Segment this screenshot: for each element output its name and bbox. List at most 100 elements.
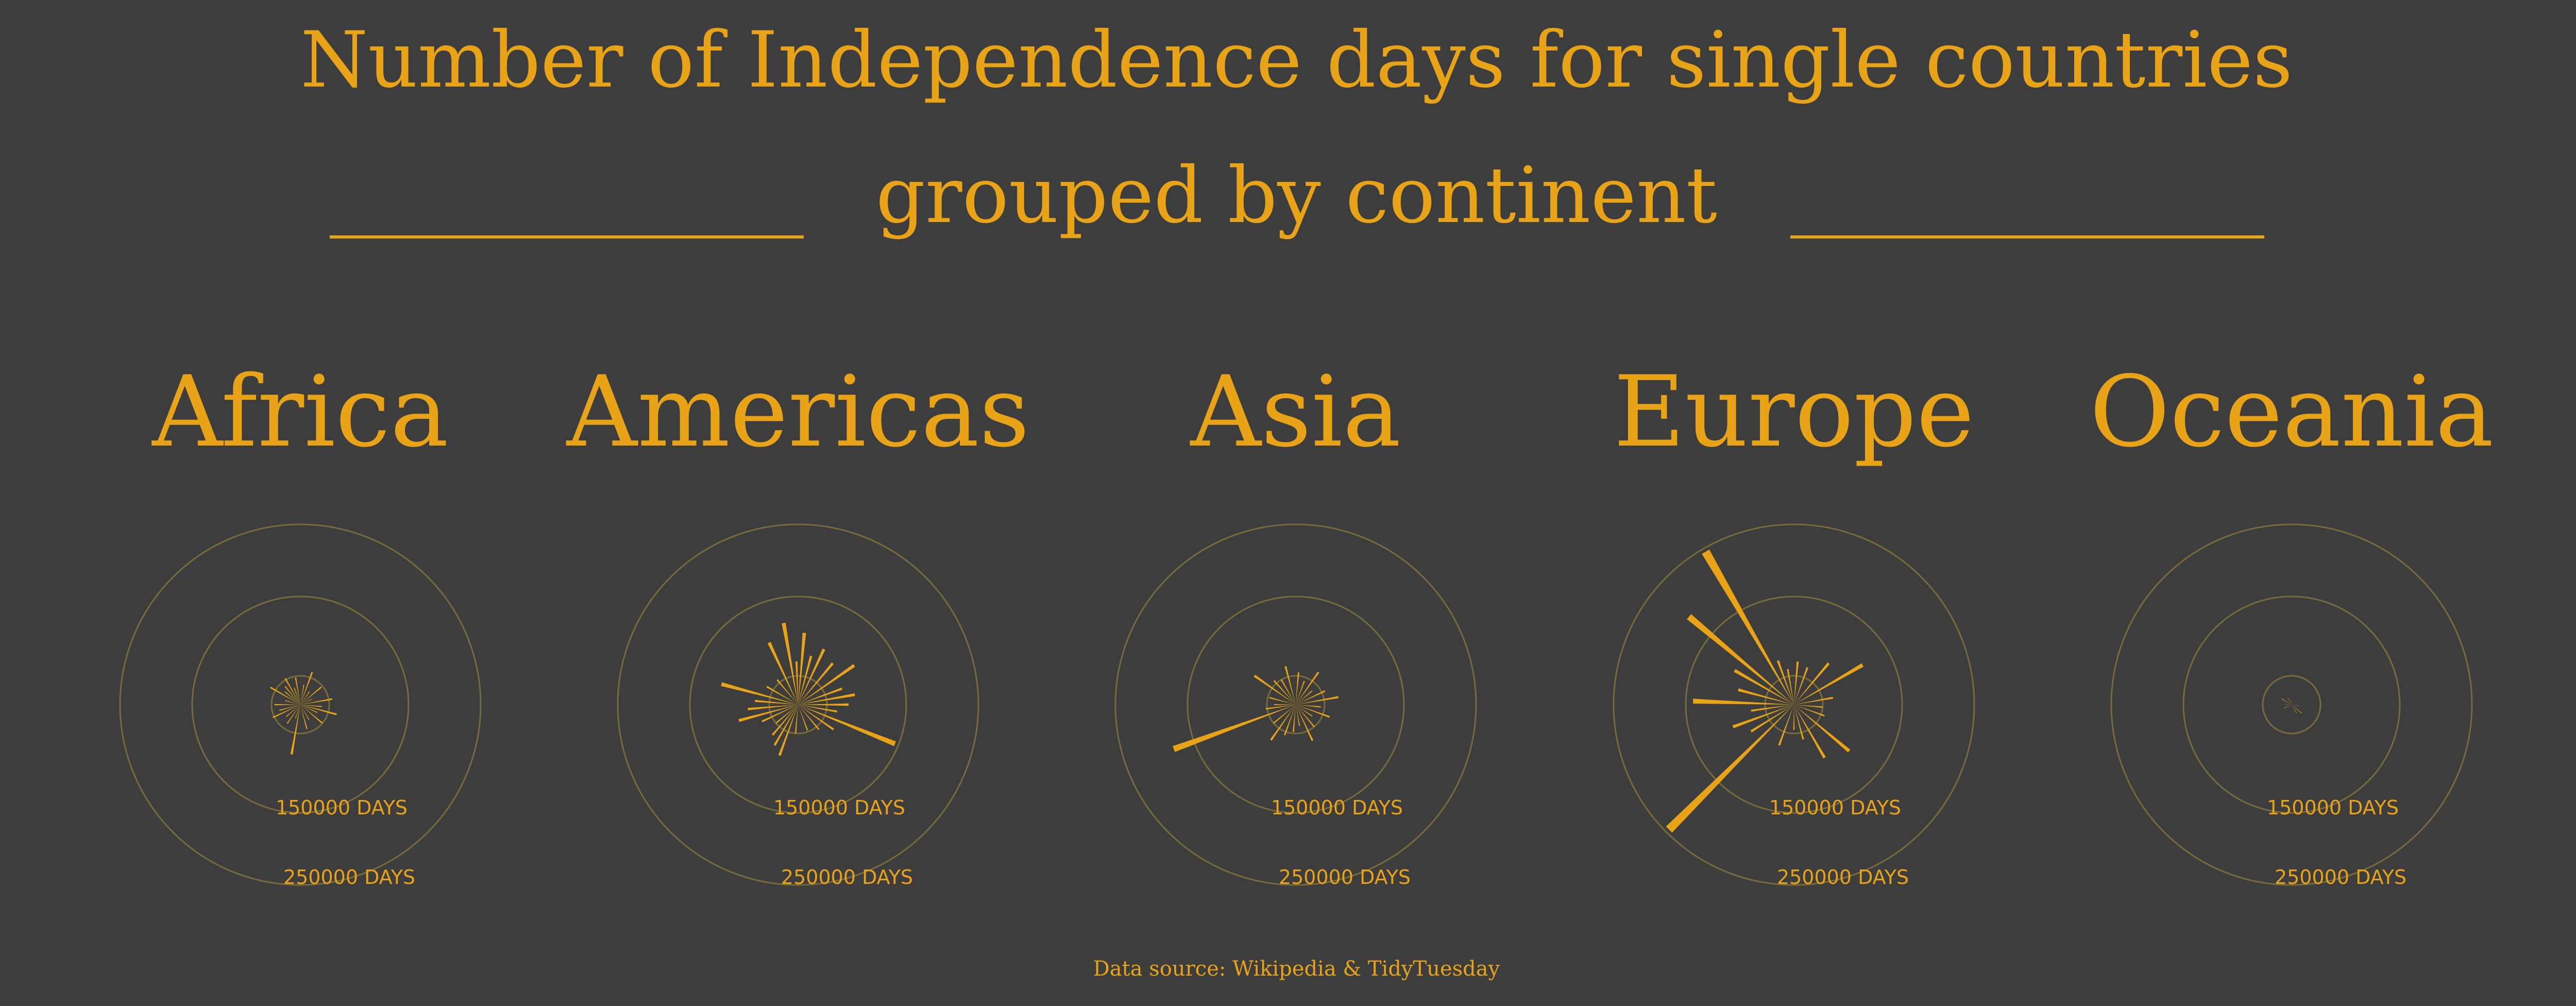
country-bar: [766, 686, 798, 705]
country-bar: [761, 705, 798, 723]
country-bar: [2292, 705, 2302, 713]
ring-label: 150000 DAYS: [773, 796, 905, 819]
ring-250000: [2110, 523, 2473, 886]
country-bar: [300, 685, 304, 705]
country-bar: [1793, 705, 1795, 730]
country-bar: [1296, 696, 1339, 705]
country-bar: [1751, 705, 1794, 712]
country-bar: [284, 678, 300, 705]
country-bar: [1270, 705, 1296, 741]
country-bar: [300, 705, 337, 715]
country-bar: [1794, 662, 1830, 705]
ring-label: 250000 DAYS: [283, 866, 415, 889]
country-bar: [798, 705, 834, 730]
country-bar: [798, 655, 812, 705]
ring-label: 250000 DAYS: [1777, 866, 1909, 889]
ring-150000: [1187, 595, 1405, 814]
country-bar: [767, 642, 798, 705]
country-bar: [1273, 705, 1296, 724]
country-bar: [1296, 705, 1315, 727]
country-bar: [273, 705, 300, 719]
country-bar: [285, 700, 300, 705]
country-bar: [798, 693, 855, 705]
continent-title-asia: Asia: [1190, 355, 1401, 469]
country-bar: [738, 705, 798, 722]
country-bar: [300, 686, 322, 705]
country-bar: [798, 662, 834, 705]
ring-150000: [2182, 595, 2401, 814]
country-bar: [1284, 666, 1296, 705]
country-bar: [300, 698, 333, 705]
country-bar: [1693, 698, 1794, 705]
ring-label: 150000 DAYS: [1271, 796, 1403, 819]
country-bar: [748, 705, 798, 710]
ring-250000: [1613, 523, 1975, 886]
country-bar: [295, 677, 300, 705]
country-bar: [798, 633, 806, 705]
title-line-2: grouped by continent: [875, 151, 1717, 241]
radial-chart-asia: 150000 DAYS 250000 DAYS: [1114, 523, 1477, 889]
continent-title-americas: Americas: [566, 355, 1030, 469]
country-bar: [755, 700, 798, 705]
country-bar: [1750, 705, 1794, 732]
country-bar: [798, 703, 849, 706]
country-bar: [1794, 705, 1823, 708]
country-bar: [1776, 660, 1794, 705]
continent-title-oceania: Oceania: [2089, 355, 2494, 469]
country-bar: [2283, 705, 2292, 709]
ring-250000: [617, 523, 979, 886]
country-bar: [798, 705, 808, 731]
country-bar: [1794, 705, 1804, 740]
country-bar: [2291, 700, 2292, 705]
radial-chart-americas: 150000 DAYS 250000 DAYS: [617, 523, 979, 889]
country-bar: [776, 679, 798, 705]
country-bar: [1296, 690, 1326, 705]
country-bar: [778, 705, 798, 756]
country-bar: [772, 705, 798, 736]
country-bar: [1778, 705, 1794, 746]
country-bar: [279, 705, 300, 711]
country-bar: [300, 691, 310, 705]
country-bar: [1269, 697, 1296, 705]
country-bar: [794, 705, 798, 734]
country-bar: [294, 687, 300, 705]
country-bar: [2287, 697, 2292, 705]
country-bar: [290, 705, 300, 755]
country-bar: [1284, 705, 1296, 736]
country-bar: [1296, 680, 1305, 705]
country-bar: [300, 705, 308, 729]
country-bar: [270, 687, 300, 705]
ring-150000: [1685, 595, 1903, 814]
country-bar: [1732, 705, 1794, 728]
country-bar: [1274, 704, 1296, 705]
ring-label: 250000 DAYS: [1279, 866, 1411, 889]
radial-chart-oceania: 150000 DAYS 250000 DAYS: [2110, 523, 2473, 889]
title-line-1: Number of Independence days for single c…: [300, 15, 2293, 105]
ring-label: 250000 DAYS: [2275, 866, 2406, 889]
radial-chart-europe: 150000 DAYS 250000 DAYS: [1613, 523, 1975, 889]
country-bar: [300, 698, 313, 705]
country-bar: [1273, 680, 1296, 705]
country-bar: [795, 661, 798, 705]
country-bar: [1787, 669, 1794, 705]
ring-label: 150000 DAYS: [1769, 796, 1901, 819]
country-bar: [1794, 705, 1826, 759]
country-bar: [1280, 679, 1296, 705]
title-rule-left: [330, 235, 804, 238]
ring-250000: [119, 523, 482, 886]
country-bar: [1173, 705, 1296, 752]
country-bar: [1734, 669, 1794, 705]
ring-label: 150000 DAYS: [276, 796, 408, 819]
country-bar: [1794, 696, 1834, 705]
country-bar: [284, 686, 300, 705]
country-bar: [1794, 705, 1825, 717]
ring-150000: [689, 595, 907, 814]
country-bar: [1293, 705, 1296, 732]
country-bar: [2281, 698, 2292, 705]
radial-chart-africa: 150000 DAYS 250000 DAYS: [119, 523, 482, 889]
country-bar: [1265, 705, 1296, 710]
data-source: Data source: Wikipedia & TidyTuesday: [1093, 957, 1500, 981]
country-bar: [798, 705, 838, 713]
